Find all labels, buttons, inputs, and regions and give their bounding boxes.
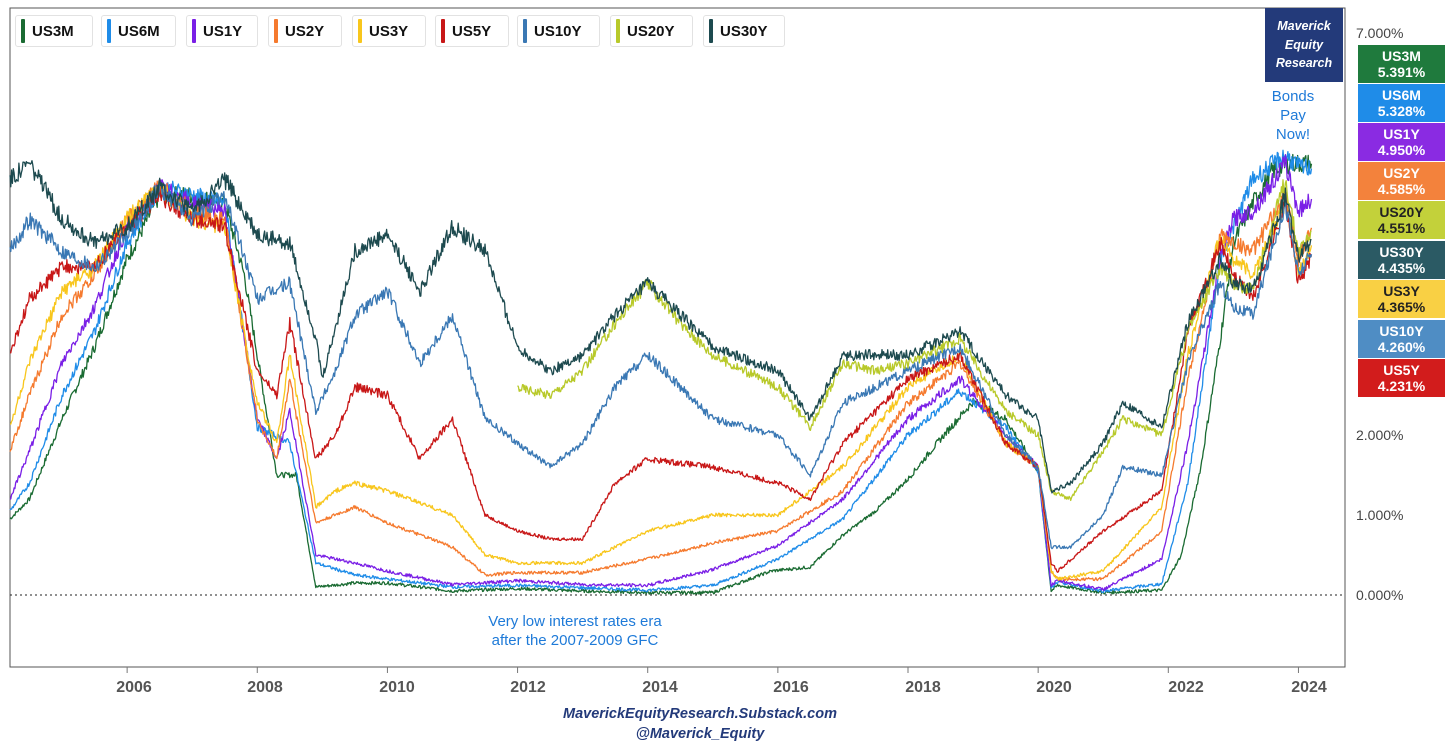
legend-swatch [21, 19, 25, 43]
badge-us2y: US2Y 4.585% [1358, 162, 1445, 200]
brand-line: Research [1275, 56, 1333, 71]
badge-value: 5.328% [1377, 103, 1426, 119]
legend-label: US6M [118, 22, 160, 40]
legend-label: US10Y [534, 22, 582, 40]
brand-logo: Maverick Equity Research [1265, 8, 1343, 82]
badge-name: US10Y [1379, 323, 1424, 339]
legend-label: US20Y [627, 22, 675, 40]
badge-value: 5.391% [1377, 64, 1426, 80]
bonds-pay-now-annotation: Bonds Pay Now! [1262, 87, 1324, 144]
series-line-us10y [9, 182, 1313, 550]
legend-item-us3y[interactable]: US3Y [352, 15, 426, 47]
x-tick-label: 2024 [1291, 679, 1327, 696]
badge-name: US5Y [1383, 362, 1420, 378]
x-tick-label: 2022 [1168, 679, 1204, 696]
legend-swatch [192, 19, 196, 43]
y-tick-label: 7.000% [1356, 25, 1404, 41]
annotation-line: Pay [1280, 107, 1306, 124]
legend-swatch [616, 19, 620, 43]
badge-us3m: US3M 5.391% [1358, 45, 1445, 83]
y-tick-label: 2.000% [1356, 427, 1404, 443]
y-tick-label: 1.000% [1356, 507, 1404, 523]
annotation-line: after the 2007-2009 GFC [491, 632, 659, 649]
footer-handle: @Maverick_Equity [635, 726, 765, 742]
legend-swatch [274, 19, 278, 43]
badge-name: US6M [1382, 87, 1421, 103]
badge-us5y: US5Y 4.231% [1358, 359, 1445, 397]
low-rates-annotation: Very low interest rates era after the 20… [440, 612, 710, 650]
series-line-us3y [9, 179, 1313, 581]
legend-label: US3Y [369, 22, 409, 40]
y-tick-label: 0.000% [1356, 587, 1404, 603]
annotation-line: Now! [1275, 126, 1311, 143]
legend-label: US30Y [720, 22, 768, 40]
legend-swatch [709, 19, 713, 43]
brand-line: Equity [1284, 37, 1324, 52]
legend-swatch [441, 19, 445, 43]
badge-name: US3M [1382, 48, 1421, 64]
x-tick-label: 2016 [773, 679, 809, 696]
badge-value: 4.585% [1377, 181, 1426, 197]
series-line-us5y [9, 186, 1313, 573]
badge-us3y: US3Y 4.365% [1358, 280, 1445, 318]
footer-site: MaverickEquityResearch.Substack.com [562, 706, 837, 722]
x-tick-label: 2018 [905, 679, 941, 696]
badge-name: US3Y [1383, 283, 1420, 299]
legend-item-us3m[interactable]: US3M [15, 15, 93, 47]
legend-label: US3M [32, 22, 74, 40]
series-layer [9, 149, 1313, 595]
x-tick-label: 2020 [1036, 679, 1072, 696]
badge-value: 4.365% [1377, 299, 1426, 315]
badge-name: US2Y [1383, 165, 1420, 181]
legend-item-us5y[interactable]: US5Y [435, 15, 509, 47]
badge-name: US1Y [1383, 126, 1420, 142]
series-line-us1y [9, 154, 1313, 592]
legend-label: US5Y [452, 22, 492, 40]
legend-item-us2y[interactable]: US2Y [268, 15, 342, 47]
badge-us1y: US1Y 4.950% [1358, 123, 1445, 161]
x-tick-label: 2010 [379, 679, 415, 696]
annotation-line: Very low interest rates era [488, 613, 662, 630]
legend-item-us6m[interactable]: US6M [101, 15, 176, 47]
legend-item-us1y[interactable]: US1Y [186, 15, 258, 47]
badge-us6m: US6M 5.328% [1358, 84, 1445, 122]
badge-us30y: US30Y 4.435% [1358, 241, 1445, 279]
badge-name: US30Y [1379, 244, 1424, 260]
plot-frame [9, 7, 1346, 668]
brand-line: Maverick [1277, 19, 1331, 34]
x-tick-label: 2008 [247, 679, 283, 696]
badge-us20y: US20Y 4.551% [1358, 201, 1445, 239]
badge-value: 4.950% [1377, 142, 1426, 158]
x-tick-label: 2012 [510, 679, 546, 696]
badge-name: US20Y [1379, 204, 1424, 220]
x-tick-label: 2006 [116, 679, 152, 696]
series-line-us20y [517, 179, 1312, 502]
badge-value: 4.435% [1377, 260, 1426, 276]
badge-us10y: US10Y 4.260% [1358, 320, 1445, 358]
annotation-line: Bonds [1271, 88, 1315, 105]
badge-value: 4.551% [1377, 220, 1426, 236]
badge-value: 4.231% [1377, 378, 1426, 394]
legend-swatch [358, 19, 362, 43]
legend-label: US2Y [285, 22, 325, 40]
legend-item-us10y[interactable]: US10Y [517, 15, 600, 47]
tick-layer [126, 667, 1299, 673]
series-line-us30y [9, 160, 1312, 494]
legend-label: US1Y [203, 22, 243, 40]
legend-swatch [107, 19, 111, 43]
legend-item-us30y[interactable]: US30Y [703, 15, 785, 47]
legend-swatch [523, 19, 527, 43]
x-tick-label: 2014 [642, 679, 678, 696]
badge-value: 4.260% [1377, 339, 1426, 355]
legend-item-us20y[interactable]: US20Y [610, 15, 693, 47]
